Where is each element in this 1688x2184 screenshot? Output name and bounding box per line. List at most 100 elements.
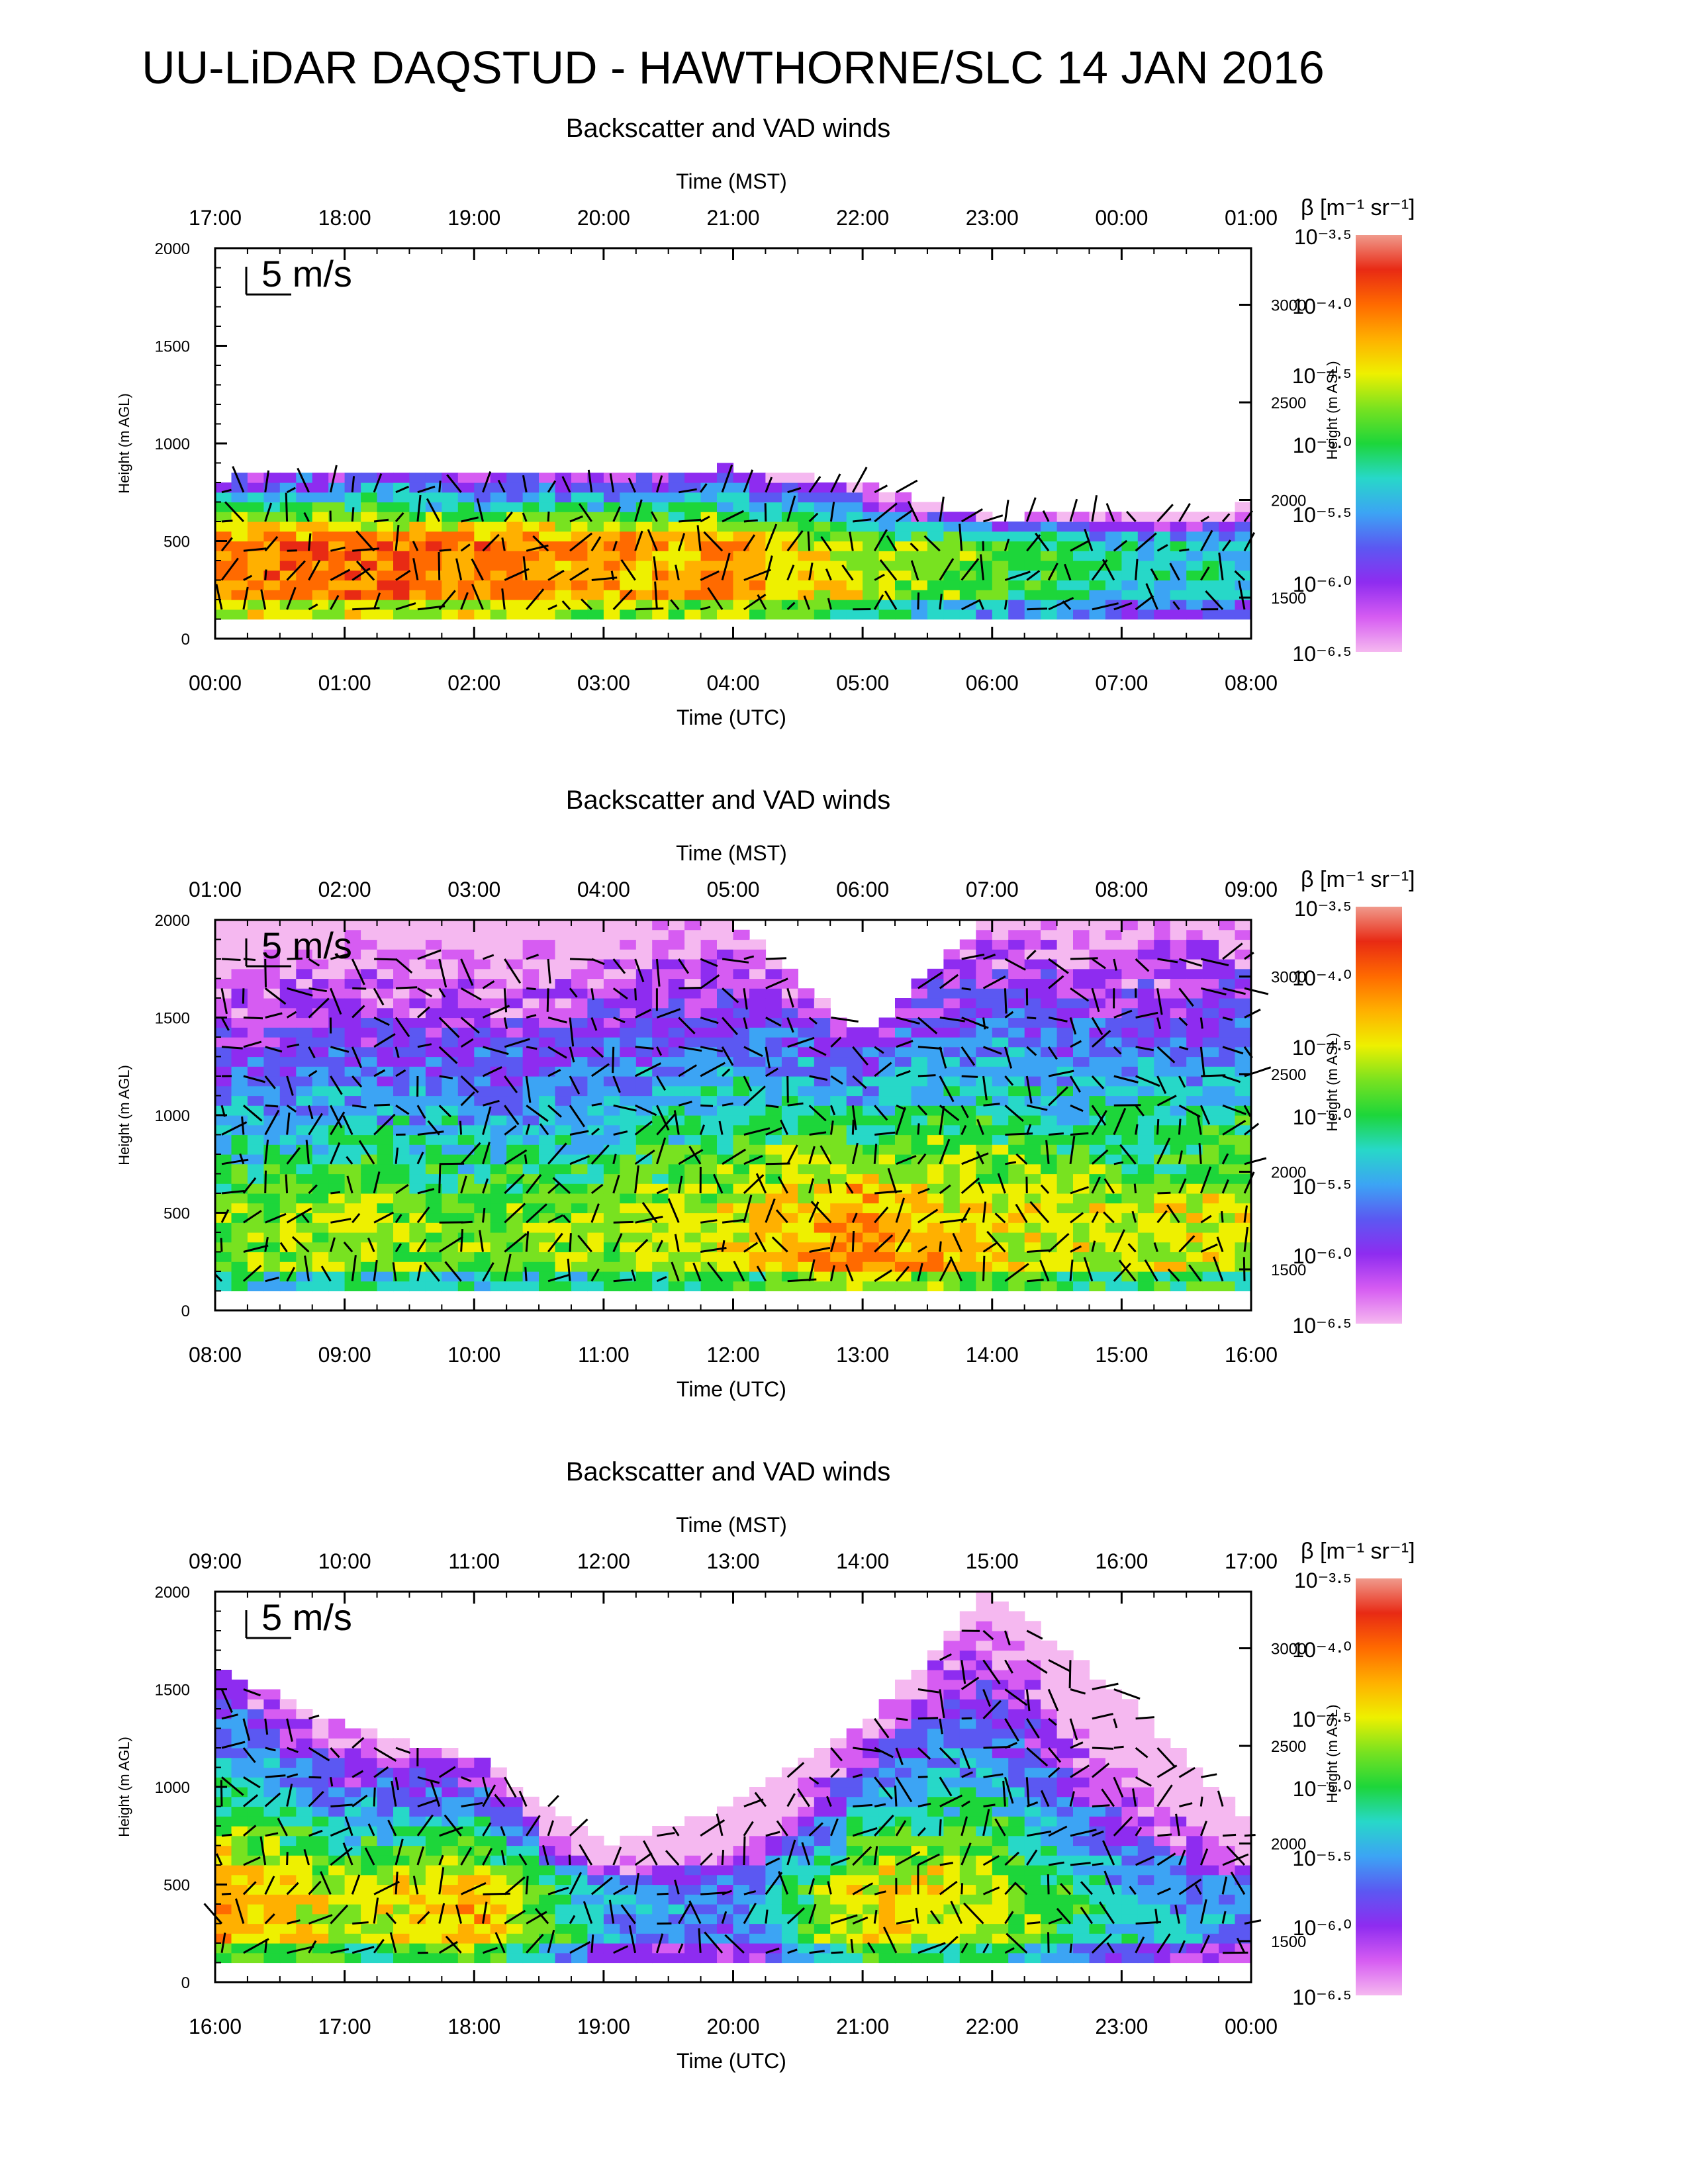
heatmap-cell: [539, 1884, 556, 1895]
heatmap-cell: [506, 1894, 524, 1905]
heatmap-cell: [717, 492, 734, 503]
heatmap-cell: [652, 531, 669, 542]
wind-vector: [526, 1014, 537, 1019]
heatmap-cell: [1024, 1056, 1041, 1067]
wind-vector: [765, 1017, 782, 1027]
wind-vector: [980, 554, 984, 580]
heatmap-cell: [1170, 939, 1187, 950]
heatmap-cell: [943, 968, 961, 979]
heatmap-cell: [1219, 561, 1236, 571]
wind-vector: [808, 563, 814, 580]
heatmap-cell: [652, 1952, 669, 1964]
wind-vector: [264, 502, 273, 522]
heatmap-cell: [1154, 968, 1171, 979]
heatmap-cell: [409, 949, 426, 960]
top-tick-label: 20:00: [577, 206, 630, 230]
heatmap-cell: [1056, 998, 1074, 1009]
heatmap-cell: [409, 473, 426, 483]
heatmap-cell: [377, 541, 394, 551]
heatmap-cell: [442, 561, 459, 571]
wind-vector: [352, 1104, 367, 1109]
wind-vector: [439, 1075, 453, 1079]
heatmap-cell: [959, 1154, 976, 1165]
heatmap-cell: [1121, 1134, 1139, 1145]
heatmap-cell: [668, 512, 685, 522]
heatmap-cell: [765, 1923, 782, 1934]
heatmap-cell: [1186, 609, 1203, 620]
heatmap-cell: [830, 1193, 847, 1204]
wind-vector: [874, 1105, 888, 1121]
heatmap-cell: [1008, 920, 1025, 931]
heatmap-cell: [506, 561, 524, 571]
heatmap-cell: [846, 522, 863, 532]
wind-vector: [1026, 1046, 1037, 1056]
heatmap-cell: [457, 502, 475, 512]
heatmap-cell: [1186, 929, 1203, 940]
heatmap-cell: [344, 1281, 361, 1292]
heatmap-cell: [717, 1952, 734, 1964]
heatmap-cell: [863, 1037, 880, 1048]
wind-vector: [874, 1269, 892, 1283]
heatmap-cell: [959, 1027, 976, 1038]
heatmap-cell: [571, 1281, 588, 1292]
heatmap-cell: [684, 929, 702, 940]
heatmap-cell: [863, 609, 880, 620]
heatmap-cell: [652, 1183, 669, 1194]
heatmap-cell: [733, 978, 750, 989]
heatmap-cell: [1056, 1076, 1074, 1087]
heatmap-cell: [927, 590, 944, 600]
wind-vector: [879, 559, 898, 581]
wind-vector: [1048, 596, 1074, 611]
heatmap-cell: [976, 988, 993, 999]
heatmap-cell: [539, 590, 556, 600]
heatmap-cell: [457, 1757, 475, 1768]
heatmap-cell: [215, 1806, 232, 1817]
heatmap-cell: [1008, 968, 1025, 979]
wind-vector: [346, 1175, 353, 1194]
heatmap-cell: [312, 920, 329, 931]
heatmap-cell: [587, 1845, 604, 1856]
y-tick-label: 1500: [155, 1010, 190, 1028]
heatmap-cell: [863, 1212, 880, 1223]
wind-vector: [504, 1149, 528, 1165]
heatmap-cell: [231, 1105, 248, 1116]
heatmap-cell: [765, 1037, 782, 1048]
heatmap-cell: [603, 522, 620, 532]
heatmap-cell: [992, 1105, 1009, 1116]
heatmap-cell: [361, 1816, 378, 1827]
heatmap-cell: [878, 1037, 896, 1048]
heatmap-cell: [1202, 580, 1219, 590]
heatmap-cell: [1056, 1242, 1074, 1253]
heatmap-cell: [1105, 1173, 1122, 1184]
heatmap-cell: [700, 1027, 718, 1038]
heatmap-cell: [603, 1865, 620, 1876]
y-tick-label: 2000: [155, 912, 190, 930]
heatmap-cell: [749, 1193, 767, 1204]
heatmap-cell: [344, 1261, 361, 1272]
heatmap-cell: [846, 1076, 863, 1087]
heatmap-cell: [717, 1105, 734, 1116]
wind-vector: [678, 1101, 692, 1107]
heatmap-cell: [830, 1027, 847, 1038]
heatmap-cell: [700, 1855, 718, 1866]
heatmap-cell: [571, 1242, 588, 1253]
heatmap-cell: [635, 998, 653, 1009]
heatmap-cell: [749, 1913, 767, 1925]
heatmap-cell: [328, 1007, 346, 1019]
wind-vector: [482, 1207, 486, 1223]
heatmap-cell: [620, 522, 637, 532]
heatmap-cell: [539, 531, 556, 542]
heatmap-cell: [781, 1105, 798, 1116]
heatmap-cell: [1073, 1154, 1090, 1165]
heatmap-cell: [895, 1134, 912, 1145]
wind-vector: [482, 1106, 492, 1135]
heatmap-cell: [1121, 949, 1139, 960]
heatmap-cell: [976, 1007, 993, 1019]
wind-vector: [373, 1113, 396, 1136]
heatmap-cell: [263, 1835, 281, 1846]
heatmap-cell: [830, 1232, 847, 1243]
heatmap-cell: [717, 929, 734, 940]
heatmap-cell: [344, 522, 361, 532]
heatmap-cell: [263, 1904, 281, 1915]
heatmap-cell: [1024, 1134, 1041, 1145]
